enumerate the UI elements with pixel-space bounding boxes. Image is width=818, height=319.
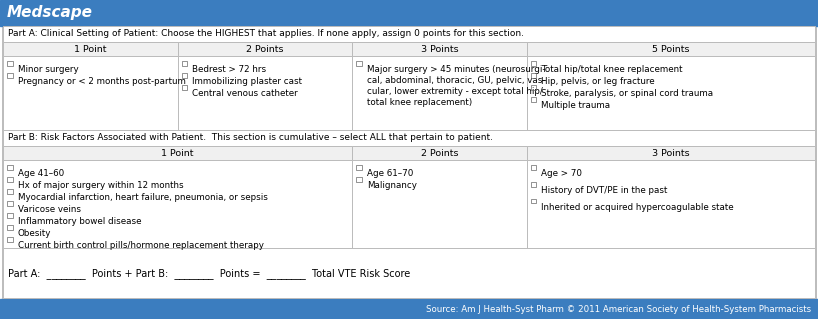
Bar <box>178 56 353 130</box>
Text: Varicose veins: Varicose veins <box>18 205 81 214</box>
Bar <box>7 189 13 194</box>
Bar <box>531 165 536 170</box>
Bar <box>182 61 187 66</box>
Text: Part A:  ________  Points + Part B:  ________  Points =  ________  Total VTE Ris: Part A: ________ Points + Part B: ______… <box>8 268 411 278</box>
Text: 3 Points: 3 Points <box>652 149 690 158</box>
Text: Myocardial infarction, heart failure, pneumonia, or sepsis: Myocardial infarction, heart failure, pn… <box>18 193 267 202</box>
Bar <box>7 73 13 78</box>
Text: Source: Am J Health-Syst Pharm © 2011 American Society of Health-System Pharmaci: Source: Am J Health-Syst Pharm © 2011 Am… <box>426 305 811 314</box>
Bar <box>182 73 187 78</box>
Bar <box>3 130 815 146</box>
Text: total knee replacement): total knee replacement) <box>367 98 472 107</box>
Bar <box>353 56 527 130</box>
Bar <box>182 85 187 90</box>
Bar <box>357 165 362 170</box>
Bar <box>357 61 362 66</box>
Bar <box>357 177 362 182</box>
Bar <box>3 42 178 56</box>
Bar <box>353 146 527 160</box>
Bar <box>7 226 13 230</box>
Text: Immobilizing plaster cast: Immobilizing plaster cast <box>192 77 303 86</box>
Text: Part B: Risk Factors Associated with Patient.  This section is cumulative – sele: Part B: Risk Factors Associated with Pat… <box>8 133 493 143</box>
Bar <box>2 27 816 298</box>
Text: Hip, pelvis, or leg fracture: Hip, pelvis, or leg fracture <box>542 77 655 86</box>
Bar <box>531 182 536 187</box>
Bar <box>0 299 818 319</box>
Text: Medscape: Medscape <box>7 5 92 20</box>
Text: History of DVT/PE in the past: History of DVT/PE in the past <box>542 186 667 195</box>
Text: Major surgery > 45 minutes (neurosurgi-: Major surgery > 45 minutes (neurosurgi- <box>367 65 546 74</box>
Text: 1 Point: 1 Point <box>74 44 107 54</box>
Text: Central venous catheter: Central venous catheter <box>192 89 299 98</box>
Text: Bedrest > 72 hrs: Bedrest > 72 hrs <box>192 65 267 74</box>
Text: Current birth control pills/hormone replacement therapy: Current birth control pills/hormone repl… <box>18 241 264 250</box>
Bar <box>3 26 815 42</box>
Bar <box>3 146 353 160</box>
Bar <box>7 213 13 218</box>
Text: 5 Points: 5 Points <box>652 44 690 54</box>
Bar <box>527 146 815 160</box>
Text: Total hip/total knee replacement: Total hip/total knee replacement <box>542 65 683 74</box>
Text: Pregnancy or < 2 months post-partum: Pregnancy or < 2 months post-partum <box>18 77 186 86</box>
Text: Part A: Clinical Setting of Patient: Choose the HIGHEST that applies. If none ap: Part A: Clinical Setting of Patient: Cho… <box>8 29 524 39</box>
Bar <box>3 248 815 298</box>
Bar <box>7 61 13 66</box>
Text: cular, lower extremity - except total hip/: cular, lower extremity - except total hi… <box>367 87 543 96</box>
Text: Age 41–60: Age 41–60 <box>18 169 65 178</box>
Text: Inflammatory bowel disease: Inflammatory bowel disease <box>18 217 142 226</box>
Text: Multiple trauma: Multiple trauma <box>542 101 610 110</box>
Bar <box>527 160 815 248</box>
Text: Inherited or acquired hypercoagulable state: Inherited or acquired hypercoagulable st… <box>542 203 734 211</box>
Bar <box>7 237 13 242</box>
Text: Obesity: Obesity <box>18 229 52 238</box>
Bar <box>3 160 353 248</box>
Bar <box>531 61 536 66</box>
Bar <box>7 165 13 170</box>
Bar <box>531 97 536 102</box>
Bar <box>353 160 527 248</box>
Bar <box>531 73 536 78</box>
Text: 2 Points: 2 Points <box>420 149 458 158</box>
Text: Minor surgery: Minor surgery <box>18 65 79 74</box>
Bar <box>353 42 527 56</box>
Bar <box>0 0 818 26</box>
Bar <box>7 177 13 182</box>
Bar <box>531 199 536 203</box>
Bar <box>178 42 353 56</box>
Text: cal, abdominal, thoracic, GU, pelvic, vas-: cal, abdominal, thoracic, GU, pelvic, va… <box>367 76 546 85</box>
Text: Malignancy: Malignancy <box>367 181 417 190</box>
Text: Age 61–70: Age 61–70 <box>367 169 413 178</box>
Text: Hx of major surgery within 12 months: Hx of major surgery within 12 months <box>18 181 183 190</box>
Text: 2 Points: 2 Points <box>246 44 284 54</box>
Text: Age > 70: Age > 70 <box>542 169 582 178</box>
Text: 3 Points: 3 Points <box>420 44 458 54</box>
Bar <box>531 85 536 90</box>
Text: Stroke, paralysis, or spinal cord trauma: Stroke, paralysis, or spinal cord trauma <box>542 89 713 98</box>
Bar <box>7 201 13 206</box>
Text: 1 Point: 1 Point <box>161 149 194 158</box>
Bar <box>3 56 178 130</box>
Bar <box>527 42 815 56</box>
Bar <box>527 56 815 130</box>
